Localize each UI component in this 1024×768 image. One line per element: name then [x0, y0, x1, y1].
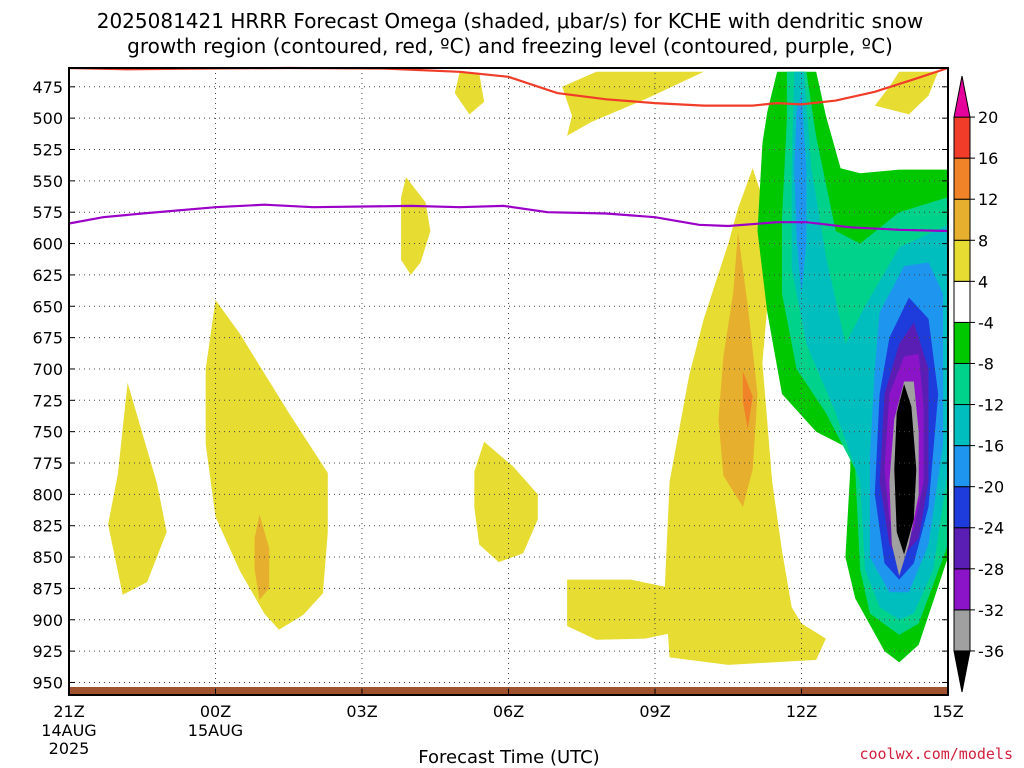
colorbar-swatch [953, 609, 971, 652]
y-tick-label: 475 [32, 78, 63, 97]
chart-title-line2: growth region (contoured, red, ºC) and f… [127, 34, 893, 58]
y-tick-label: 550 [32, 172, 63, 191]
colorbar-swatch [953, 568, 971, 611]
x-tick-date: 14AUG [41, 721, 96, 740]
colorbar-swatch [953, 239, 971, 282]
colorbar-label: -20 [978, 478, 1004, 497]
y-tick-label: 525 [32, 141, 63, 160]
colorbar-swatch [953, 157, 971, 200]
omega-region-5 [474, 441, 538, 563]
colorbar: -36 -32 -28 -24 -20 -16 -12 -8 -4 4 8 12 16 20 [953, 75, 1004, 693]
colorbar-swatch [953, 116, 971, 159]
y-tick-label: 950 [32, 673, 63, 692]
omega-region-2 [254, 514, 270, 600]
freezing-level-line [68, 203, 949, 233]
colorbar-swatch [953, 321, 971, 364]
colorbar-swatch [953, 362, 971, 406]
y-tick-label: 850 [32, 548, 63, 567]
colorbar-swatch [953, 280, 971, 323]
omega-region-0 [108, 382, 167, 595]
y-tick-label: 500 [32, 109, 63, 128]
credit-text: coolwx.com/models [859, 745, 1013, 763]
colorbar-swatch [953, 445, 971, 488]
y-tick-label: 825 [32, 517, 63, 536]
omega-region-3 [401, 177, 431, 275]
y-tick-label: 875 [32, 579, 63, 598]
x-axis-label: Forecast Time (UTC) [418, 747, 599, 768]
omega-region-9 [718, 232, 758, 507]
colorbar-swatch [953, 198, 971, 241]
y-axis: 475 500 525 550 575 600 625 650 675 700 725 750 775 8… [32, 78, 948, 692]
x-tick-label: 15Z [932, 702, 963, 721]
omega-region-15 [794, 93, 807, 294]
colorbar-swatch [953, 650, 971, 693]
colorbar-label: -36 [978, 642, 1004, 661]
y-tick-label: 775 [32, 454, 63, 473]
y-tick-label: 575 [32, 203, 63, 222]
colorbar-label: -8 [978, 354, 994, 373]
omega-region-1 [205, 300, 328, 630]
y-tick-label: 675 [32, 329, 63, 348]
y-tick-label: 725 [32, 391, 63, 410]
y-tick-label: 900 [32, 611, 63, 630]
colorbar-label: -12 [978, 396, 1004, 415]
omega-region-10 [742, 371, 753, 430]
x-tick-label: 09Z [639, 702, 670, 721]
x-tick-label: 03Z [346, 702, 377, 721]
y-tick-label: 625 [32, 266, 63, 285]
colorbar-swatch [953, 404, 971, 447]
chart-title-line1: 2025081421 HRRR Forecast Omega (shaded, … [97, 9, 924, 33]
omega-region-11 [874, 71, 939, 115]
colorbar-label: -16 [978, 437, 1004, 456]
x-tick-year: 2025 [49, 739, 90, 758]
x-tick-label: 06Z [493, 702, 524, 721]
colorbar-swatch [953, 527, 971, 570]
y-tick-label: 925 [32, 642, 63, 661]
colorbar-label: 20 [978, 108, 998, 127]
colorbar-swatch [953, 486, 971, 529]
colorbar-label: 4 [978, 272, 988, 291]
colorbar-label: -24 [978, 519, 1004, 538]
y-tick-label: 600 [32, 235, 63, 254]
colorbar-label: 16 [978, 149, 998, 168]
x-tick-label: 21Z [53, 702, 84, 721]
y-tick-label: 700 [32, 360, 63, 379]
omega-shading [108, 71, 948, 665]
y-tick-label: 800 [32, 485, 63, 504]
x-tick-label: 00Z [200, 702, 231, 721]
colorbar-label: -32 [978, 601, 1004, 620]
colorbar-label: 8 [978, 231, 988, 250]
x-tick-date: 15AUG [188, 721, 243, 740]
colorbar-swatch [953, 75, 971, 118]
omega-region-4 [454, 71, 485, 115]
y-tick-label: 750 [32, 423, 63, 442]
x-tick-label: 12Z [786, 702, 817, 721]
colorbar-label: -28 [978, 560, 1004, 579]
omega-region-21 [894, 384, 917, 555]
colorbar-label: 12 [978, 190, 998, 209]
y-tick-label: 650 [32, 297, 63, 316]
omega-region-6 [562, 71, 704, 136]
colorbar-label: -4 [978, 313, 994, 332]
